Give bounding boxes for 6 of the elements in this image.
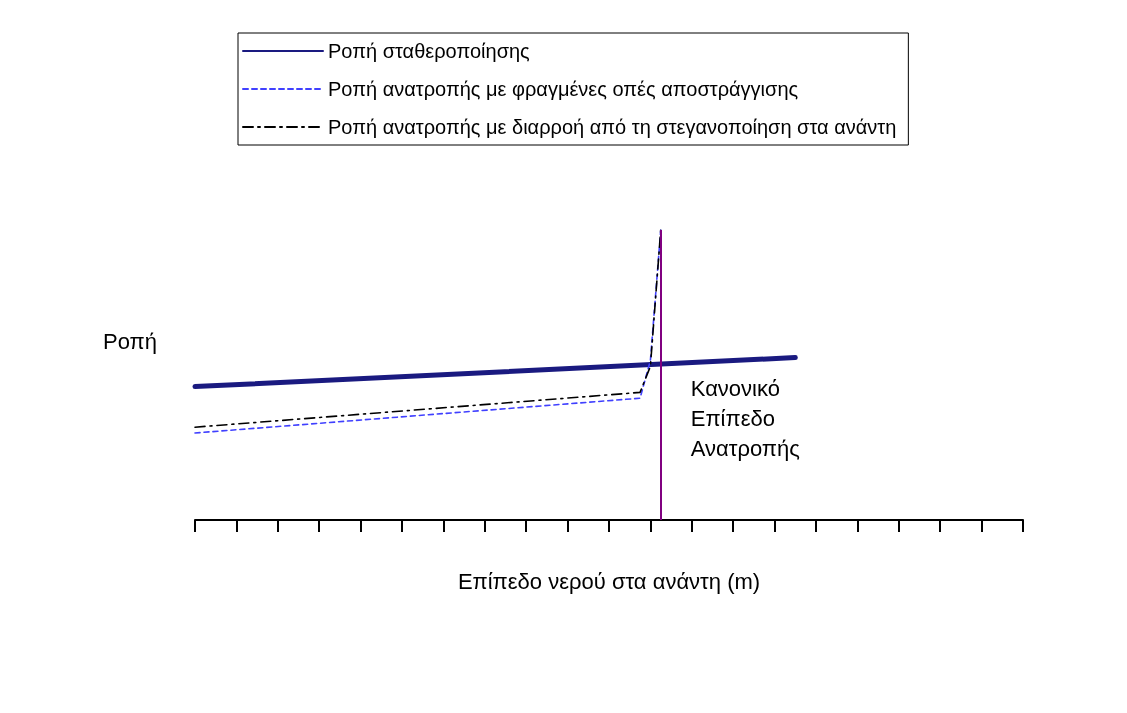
legend-label: Ροπή σταθεροποίησης [328,40,531,62]
x-axis-title: Επίπεδο νερού στα ανάντη (m) [457,568,761,594]
annotation: Κανονικό Επίπεδο Ανατροπής [690,375,800,461]
y-axis-title: Ροπή [103,328,158,354]
legend-label: Ροπή ανατροπής με διαρροή από τη στεγανοποίηση στα ανάντη [328,116,897,138]
legend-label: Ροπή ανατροπής με φραγμένες οπές αποστράγγισης [328,78,799,100]
